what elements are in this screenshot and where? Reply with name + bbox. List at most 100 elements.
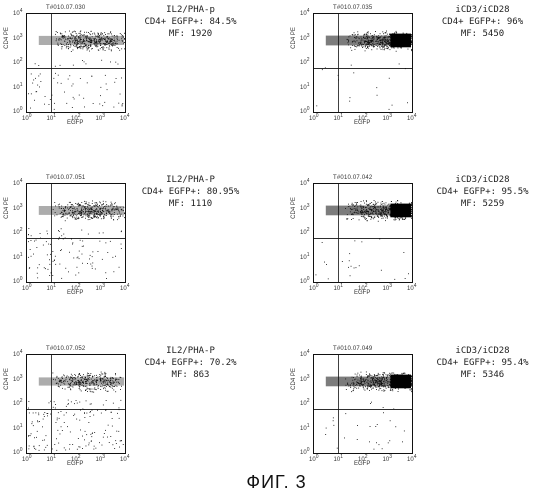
event-dot [110,387,111,388]
event-dot [39,421,40,422]
x-tick-label: 103 [383,454,392,463]
event-dot [73,415,74,416]
event-dot [28,401,29,402]
event-dot [114,386,115,387]
event-dot [73,65,74,66]
event-dot [70,45,71,46]
event-dot [70,34,71,35]
x-tick-label: 103 [383,283,392,292]
event-dot [90,34,91,35]
event-dot [86,400,87,401]
event-dot [394,48,395,49]
plot-caption: iCD3/iCD28CD4+ EGFP+: 95.5%MF: 5259 [420,174,545,210]
event-dot [381,216,382,217]
caption-line: IL2/PHA-P [128,345,253,357]
event-dot [87,376,88,377]
event-dot [79,218,80,219]
y-tick-label: 100 [13,106,22,115]
event-dot [374,217,375,218]
event-dot [79,251,80,252]
event-dot [80,430,81,431]
event-dot [88,215,89,216]
event-dot [347,219,348,220]
event-dot [73,387,74,388]
event-dot [124,39,125,40]
event-dot [84,412,85,413]
event-dot [411,205,412,206]
x-tick-label: 100 [22,283,31,292]
event-dot [366,372,367,373]
event-dot [60,65,61,66]
event-dot [81,217,82,218]
event-dot [376,387,377,388]
event-dot [56,438,57,439]
plot-caption: IL2/PHA-PCD4+ EGFP+: 70.2%MF: 863 [128,345,253,381]
event-dot [354,46,355,47]
event-dot [386,374,387,375]
y-tick-label: 100 [300,447,309,456]
event-dot [88,375,89,376]
event-dot [359,375,360,376]
event-dot [98,34,99,35]
caption-line: MF: 5450 [420,28,545,40]
event-dot [63,375,64,376]
event-dot [87,82,88,83]
event-dot [112,444,113,445]
event-dot [34,100,35,101]
event-dot [96,389,97,390]
event-dot [64,35,65,36]
event-dot [76,33,77,34]
event-dot [79,420,80,421]
event-dot [384,49,385,50]
event-dot [82,246,83,247]
event-dot [111,203,112,204]
event-dot [385,220,386,221]
event-dot [74,217,75,218]
event-dot [55,34,56,35]
event-dot [68,48,69,49]
event-dot [408,49,409,50]
x-tick-label: 104 [407,283,416,292]
event-dot [390,374,391,375]
x-tick-label: 100 [22,113,31,122]
event-dot [371,202,372,203]
event-dot [92,266,93,267]
event-dot [89,33,90,34]
event-dot [80,375,81,376]
event-dot [122,106,123,107]
event-dot [397,200,398,201]
event-dot [28,93,29,94]
caption-line: MF: 863 [128,369,253,381]
event-dot [87,263,88,264]
event-dot [388,387,389,388]
event-dot [70,47,71,48]
event-dot [66,406,67,407]
event-dot [389,78,390,79]
event-dot [61,33,62,34]
event-dot [368,216,369,217]
event-dot [119,267,120,268]
event-dot [91,76,92,77]
event-dot [72,32,73,33]
event-dot [31,423,32,424]
event-dot [408,273,409,274]
event-dot [73,84,74,85]
event-dot [96,217,97,218]
event-dot [382,390,383,391]
event-dot [84,34,85,35]
event-dot [44,412,45,413]
event-dot [350,387,351,388]
x-tick-label: 104 [120,283,129,292]
x-tick-label: 101 [334,283,343,292]
event-dot [86,386,87,387]
event-dot [49,275,50,276]
event-dot [117,413,118,414]
x-tick-label: 104 [407,113,416,122]
event-dot [356,204,357,205]
event-dot [44,440,45,441]
event-dot [121,78,122,79]
event-dot [102,445,103,446]
event-dot [354,240,355,241]
event-dot [111,50,112,51]
event-dot [383,33,384,34]
